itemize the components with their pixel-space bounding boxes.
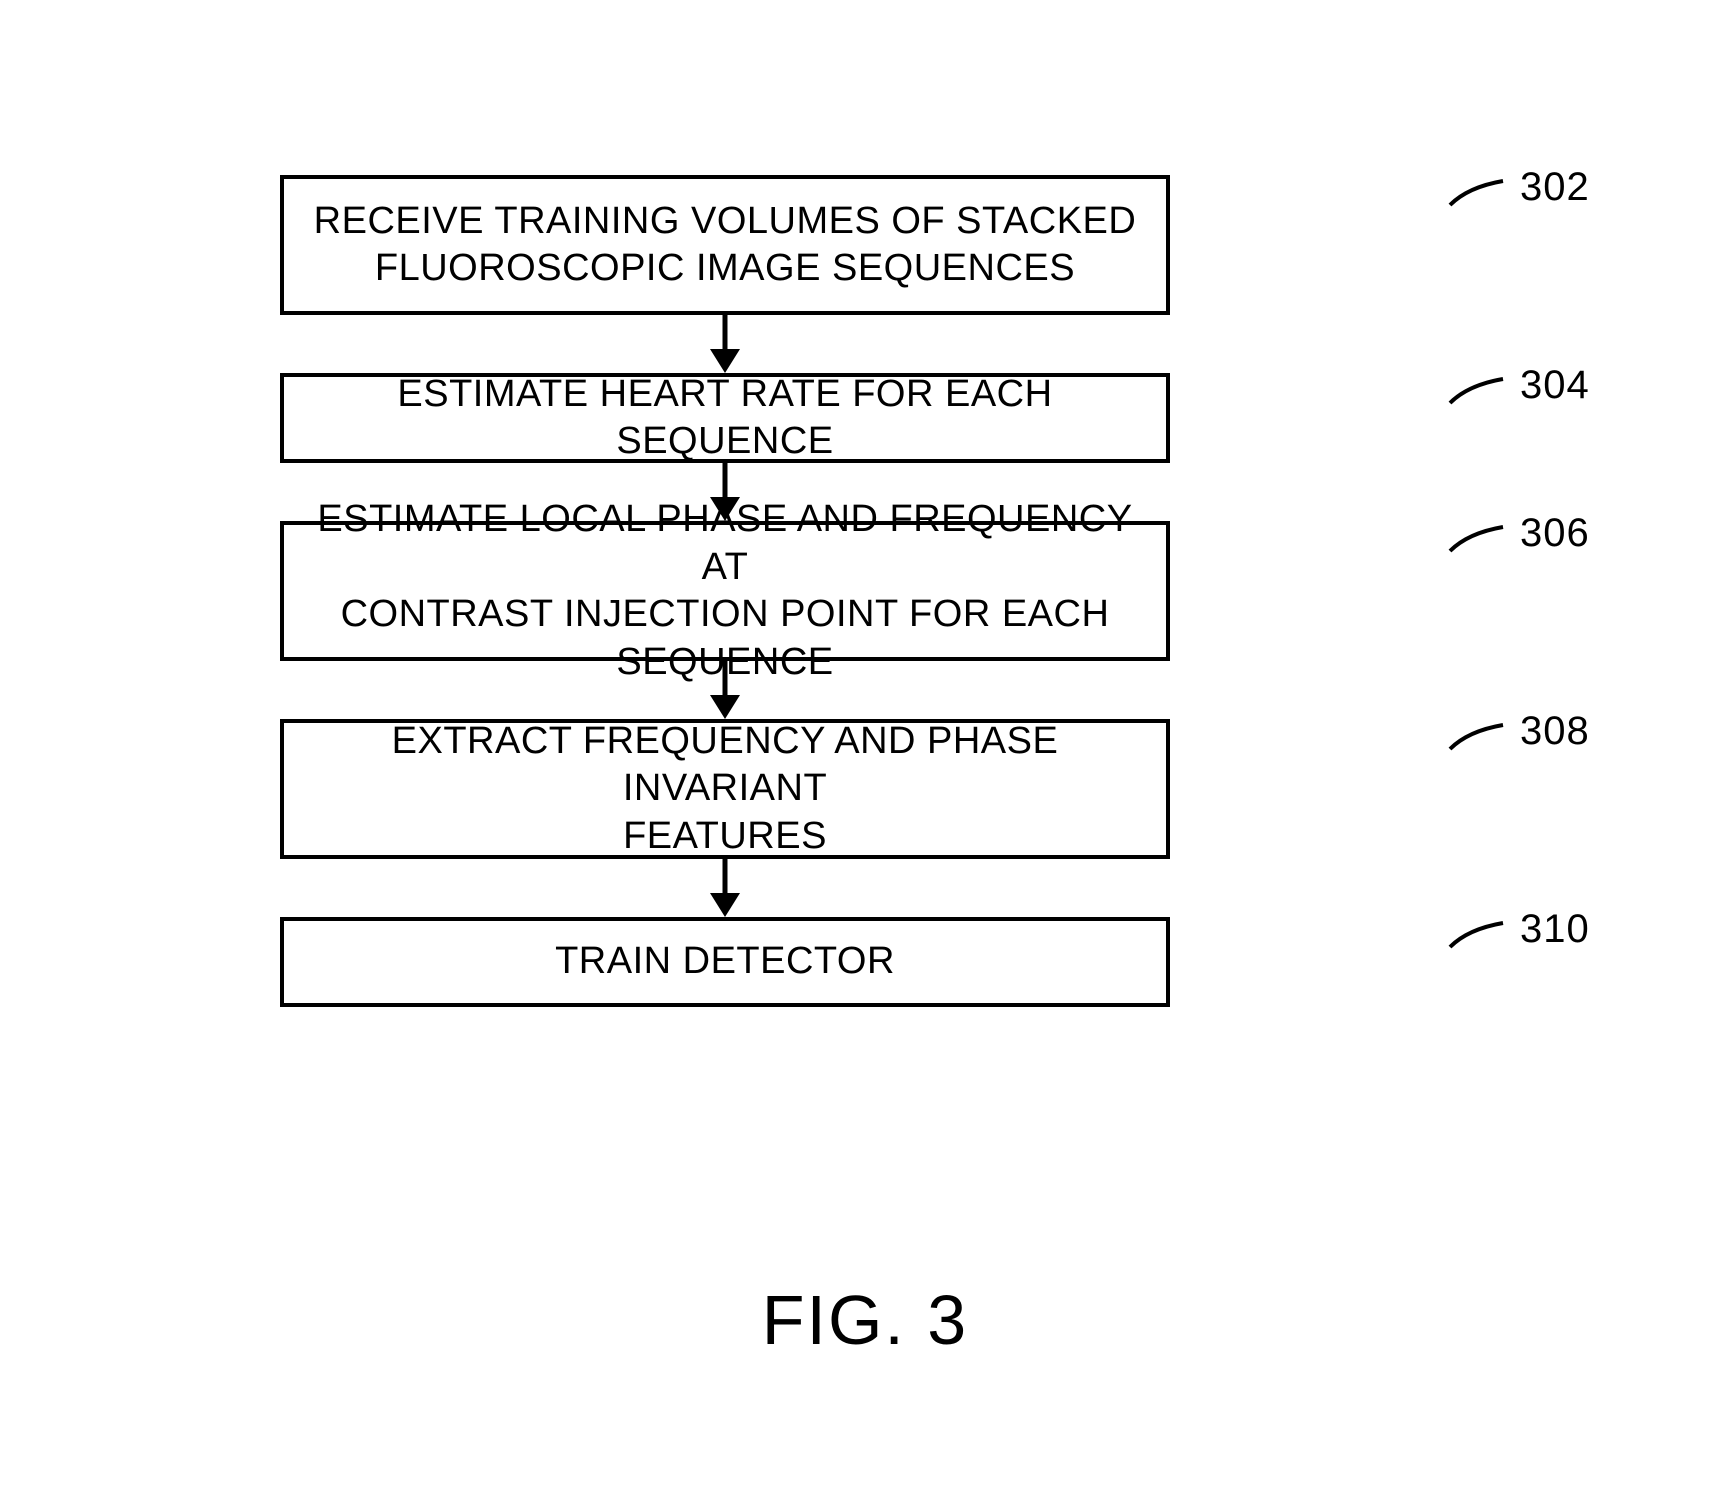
node-text-line1: RECEIVE TRAINING VOLUMES OF STACKED	[314, 200, 1137, 242]
flowchart-container: RECEIVE TRAINING VOLUMES OF STACKED FLUO…	[280, 175, 1280, 1007]
node-text: TRAIN DETECTOR	[555, 938, 895, 986]
arrow-down	[280, 859, 1170, 917]
node-text: ESTIMATE LOCAL PHASE AND FREQUENCY AT CO…	[304, 496, 1146, 686]
figure-title: FIG. 3	[0, 1280, 1730, 1360]
ref-leader-curve	[1448, 721, 1528, 781]
node-text-line2: FLUOROSCOPIC IMAGE SEQUENCES	[375, 247, 1075, 289]
node-text-line2: FEATURES	[623, 815, 827, 857]
node-text-line1: ESTIMATE LOCAL PHASE AND FREQUENCY AT	[317, 498, 1132, 588]
flowchart-node: ESTIMATE LOCAL PHASE AND FREQUENCY AT CO…	[280, 521, 1170, 661]
node-text-line1: TRAIN DETECTOR	[555, 940, 895, 982]
arrow-down	[280, 315, 1170, 373]
flowchart-node: RECEIVE TRAINING VOLUMES OF STACKED FLUO…	[280, 175, 1170, 315]
ref-number: 304	[1520, 363, 1590, 408]
flowchart-node: ESTIMATE HEART RATE FOR EACH SEQUENCE	[280, 373, 1170, 463]
ref-number: 308	[1520, 709, 1590, 754]
flowchart-node: TRAIN DETECTOR	[280, 917, 1170, 1007]
node-text-line1: ESTIMATE HEART RATE FOR EACH SEQUENCE	[397, 373, 1052, 463]
ref-leader-curve	[1448, 919, 1528, 979]
ref-leader-curve	[1448, 375, 1528, 435]
arrow-down	[280, 661, 1170, 719]
node-text-line1: EXTRACT FREQUENCY AND PHASE INVARIANT	[392, 720, 1059, 810]
ref-number: 310	[1520, 907, 1590, 952]
ref-number: 302	[1520, 165, 1590, 210]
node-text: RECEIVE TRAINING VOLUMES OF STACKED FLUO…	[314, 198, 1137, 293]
ref-leader-curve	[1448, 177, 1528, 237]
node-text: ESTIMATE HEART RATE FOR EACH SEQUENCE	[304, 371, 1146, 466]
flowchart-node: EXTRACT FREQUENCY AND PHASE INVARIANT FE…	[280, 719, 1170, 859]
ref-number: 306	[1520, 511, 1590, 556]
ref-leader-curve	[1448, 523, 1528, 583]
node-text: EXTRACT FREQUENCY AND PHASE INVARIANT FE…	[304, 718, 1146, 861]
